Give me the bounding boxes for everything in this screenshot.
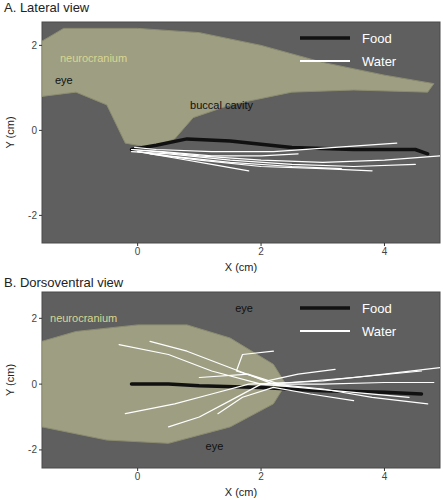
- skull-image: [42, 28, 434, 147]
- y-tick: [39, 215, 42, 216]
- trajectory-line: [236, 351, 335, 381]
- panel-title: B. Dorsoventral view: [4, 275, 124, 290]
- annotation: buccal cavity: [190, 99, 253, 111]
- x-axis-label: X (cm): [225, 486, 257, 498]
- y-tick-label: 2: [31, 40, 37, 51]
- plot-background: [42, 22, 440, 243]
- y-axis-label: Y (cm): [4, 364, 16, 396]
- y-tick-label: -2: [28, 210, 37, 221]
- trajectory-line: [132, 152, 416, 167]
- trajectory-line: [119, 345, 440, 385]
- legend-key: [300, 60, 350, 62]
- legend-label: Water: [362, 324, 397, 339]
- figure: A. Lateral view neurocranium eye buccal cav…: [0, 0, 444, 500]
- panel-title: A. Lateral view: [4, 0, 90, 15]
- y-tick-label: 2: [31, 313, 37, 324]
- y-tick: [39, 130, 42, 131]
- legend-label: Food: [362, 301, 392, 316]
- annotation: eye: [55, 74, 73, 86]
- y-tick-label: 0: [31, 125, 37, 136]
- plot-area: [42, 28, 440, 170]
- y-tick: [39, 384, 42, 385]
- trajectory-line: [132, 139, 428, 154]
- y-tick-label: -2: [28, 444, 37, 455]
- trajectory-line: [199, 374, 433, 384]
- trajectory-line: [169, 384, 410, 427]
- trajectory-line: [138, 152, 342, 169]
- x-axis-label: X (cm): [225, 261, 257, 273]
- plot-area: [42, 325, 440, 443]
- annotation: neurocranium: [50, 312, 117, 324]
- legend-key: [300, 36, 350, 40]
- y-axis-label: Y (cm): [4, 116, 16, 148]
- x-tick-label: 2: [258, 471, 264, 482]
- x-tick-label: 0: [135, 246, 141, 257]
- trajectory-line: [218, 387, 354, 413]
- x-tick-label: 4: [382, 246, 388, 257]
- y-tick-label: 0: [31, 379, 37, 390]
- legend-key: [300, 330, 350, 332]
- plot-background: [42, 292, 440, 468]
- x-tick-label: 2: [258, 246, 264, 257]
- trajectory-line: [125, 371, 421, 414]
- x-tick-label: 4: [382, 471, 388, 482]
- trajectory-line: [135, 143, 397, 152]
- y-tick: [39, 318, 42, 319]
- annotation: neurocranium: [60, 52, 127, 64]
- trajectory-line: [132, 150, 441, 163]
- annotation: eye: [235, 302, 253, 314]
- annotation: eye: [206, 440, 224, 452]
- legend-key: [300, 306, 350, 310]
- trajectory-line: [150, 154, 372, 171]
- y-tick: [39, 45, 42, 46]
- legend-label: Water: [362, 54, 397, 69]
- trajectory-line: [150, 341, 428, 404]
- legend-label: Food: [362, 31, 392, 46]
- x-tick-label: 0: [135, 471, 141, 482]
- y-tick: [39, 449, 42, 450]
